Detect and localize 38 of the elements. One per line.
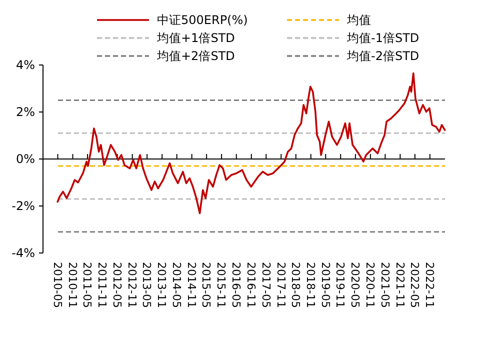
legend-label: 均值+2倍STD [156, 49, 235, 64]
x-tick-label: 2019-05 [318, 262, 332, 308]
x-tick-label: 2012-11 [125, 262, 138, 308]
x-tick-label: 2021-11 [393, 262, 406, 308]
x-tick-label: 2020-05 [348, 262, 362, 308]
y-tick-label: 4% [16, 58, 35, 72]
y-tick-label: 0% [16, 152, 35, 166]
x-tick-label: 2010-11 [66, 262, 79, 308]
x-tick-label: 2018-11 [304, 262, 318, 308]
x-tick-label: 2015-05 [200, 262, 213, 308]
x-tick-label: 2012-05 [110, 262, 124, 308]
x-tick-label: 2015-11 [214, 262, 228, 308]
x-tick-label: 2016-11 [244, 262, 258, 308]
legend-label: 均值-2倍STD [346, 49, 420, 64]
x-tick-label: 2019-11 [334, 262, 347, 308]
x-tick-label: 2013-05 [140, 262, 154, 308]
x-tick-label: 2017-11 [274, 262, 288, 308]
x-tick-label: 2022-11 [423, 262, 436, 308]
y-tick-label: -4% [12, 246, 35, 260]
x-tick-label: 2016-05 [230, 262, 243, 308]
x-tick-label: 2011-05 [80, 262, 94, 308]
x-tick-label: 2020-11 [364, 262, 377, 308]
x-tick-label: 2010-05 [50, 262, 64, 308]
x-tick-label: 2022-05 [408, 262, 422, 308]
legend-label: 均值+1倍STD [156, 31, 235, 46]
x-tick-label: 2021-05 [378, 262, 392, 308]
x-tick-label: 2014-05 [170, 262, 183, 308]
y-tick-label: -2% [12, 199, 35, 214]
x-tick-label: 2014-11 [184, 262, 198, 308]
x-tick-label: 2011-11 [96, 262, 109, 308]
legend-label: 均值 [346, 13, 371, 28]
legend-label: 中证500ERP(%) [157, 13, 248, 28]
x-tick-label: 2018-05 [289, 262, 302, 308]
x-tick-label: 2017-05 [259, 262, 272, 308]
legend-label: 均值-1倍STD [346, 31, 420, 46]
x-tick-label: 2013-11 [155, 262, 168, 308]
line-series [56, 72, 446, 214]
y-tick-label: 2% [16, 105, 35, 120]
